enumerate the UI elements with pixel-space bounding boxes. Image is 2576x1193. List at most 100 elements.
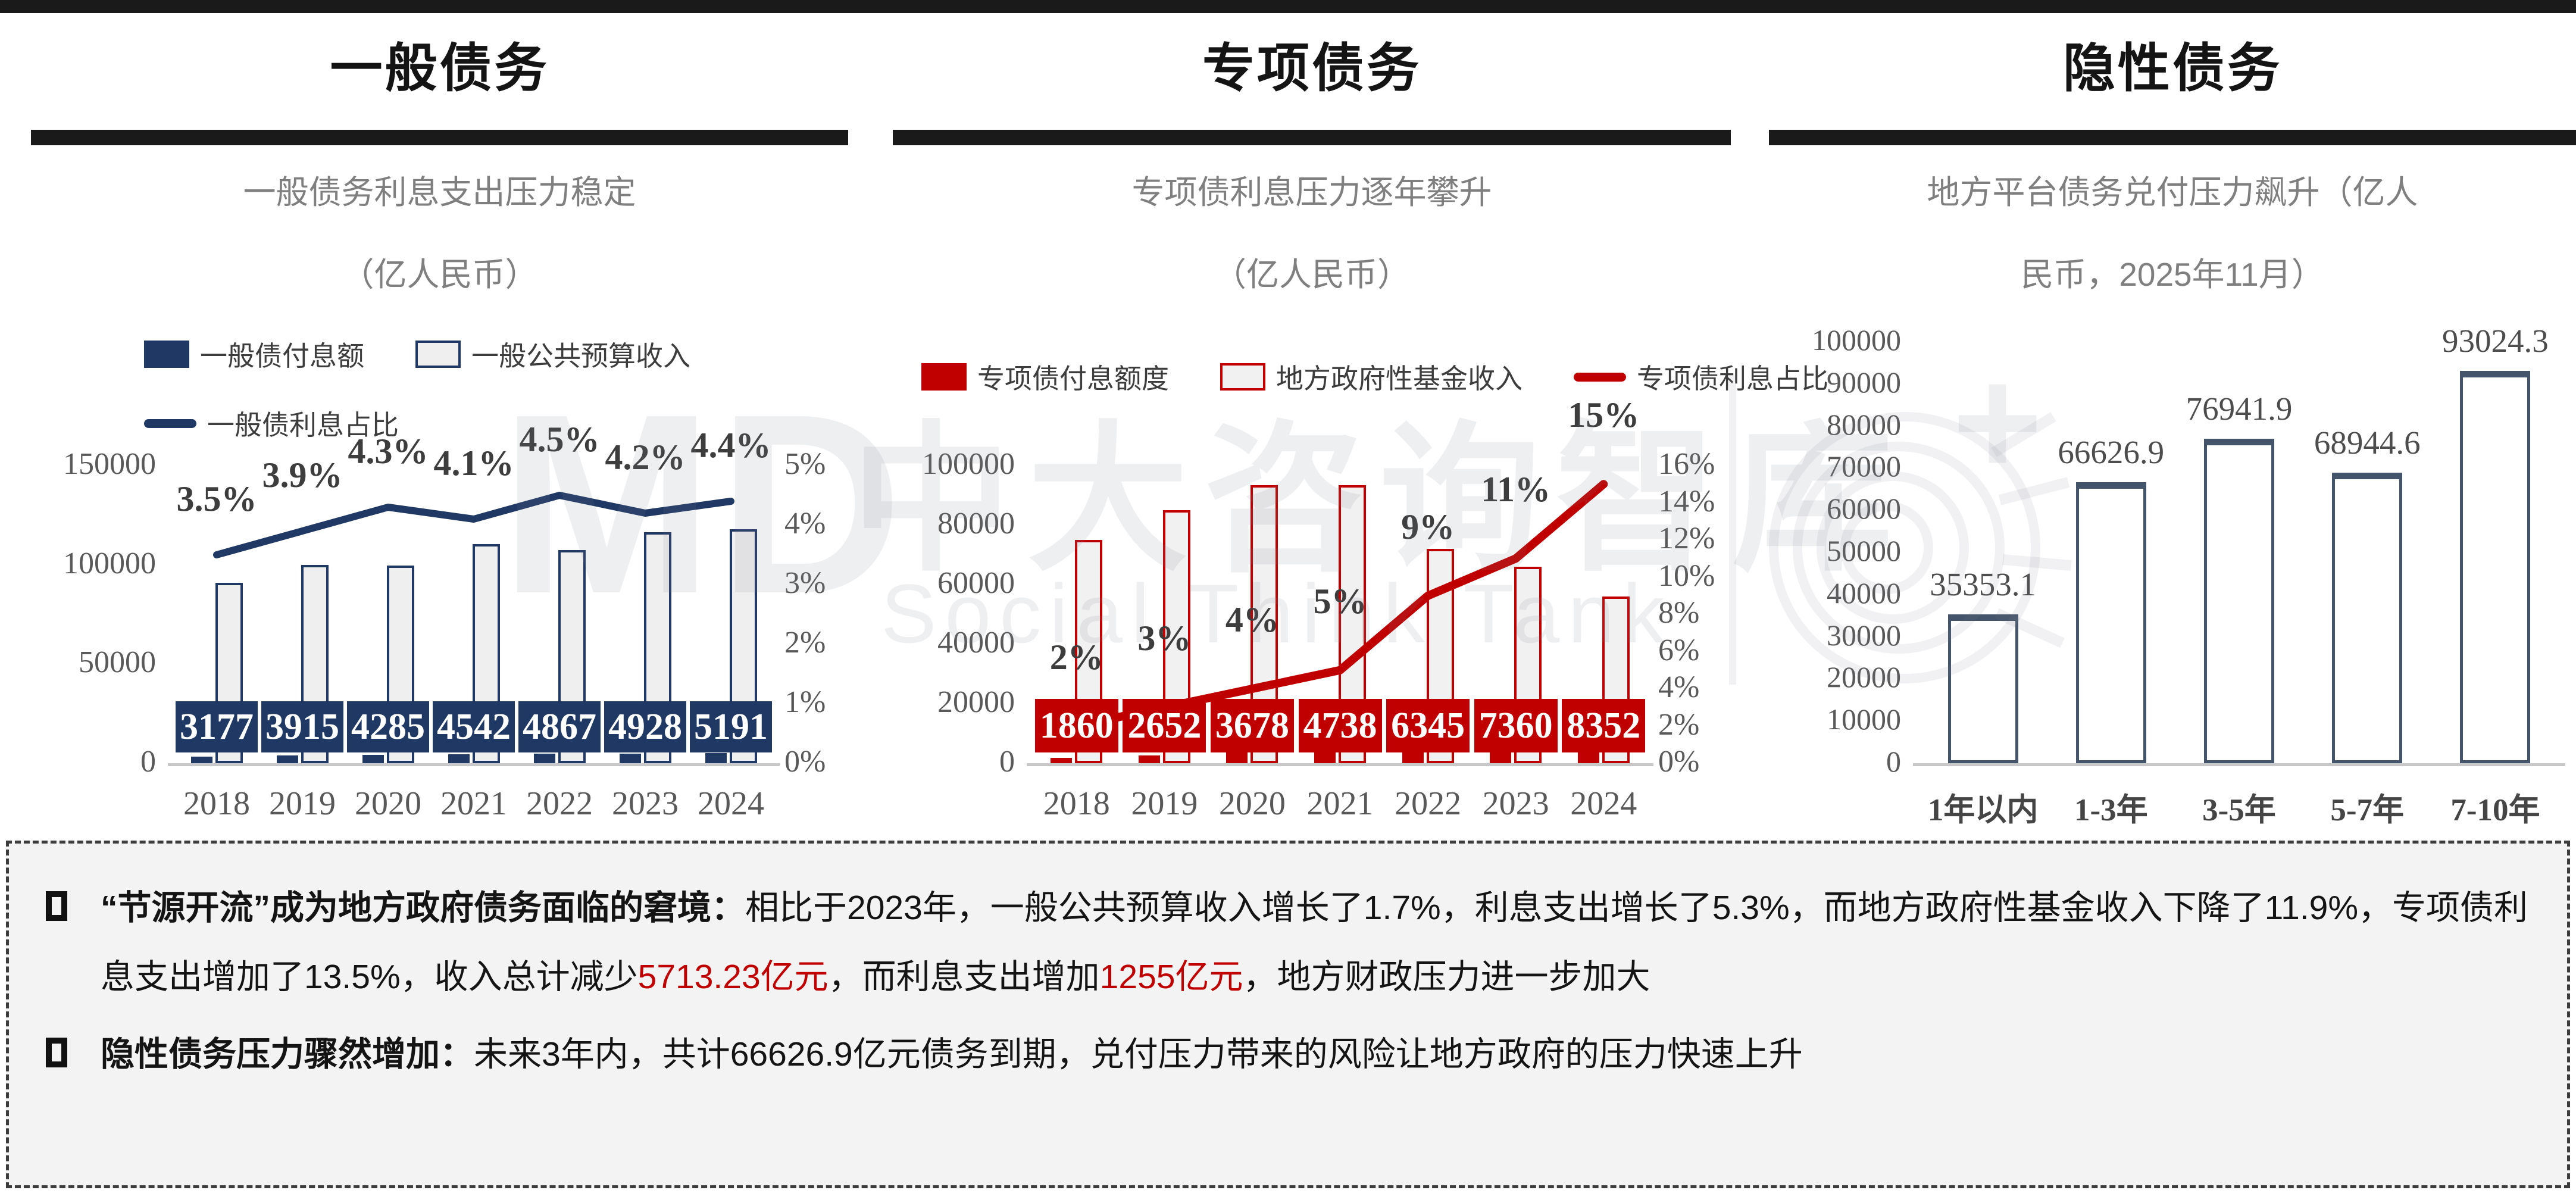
x-axis-category-label: 1年以内 — [1927, 793, 2039, 827]
note-text: 相比于2023年，一般公共预算收入增长了1.7%，利息支出增长了5.3%，而地方… — [101, 889, 2528, 996]
section-title-special-debt: 专项债务 — [1202, 39, 1421, 98]
chart-title-line1: 一般债务利息支出压力稳定 — [243, 174, 636, 211]
secondary-y-axis-tick-label: 6% — [1658, 633, 1700, 667]
secondary-y-axis-tick-label: 5% — [784, 447, 826, 481]
bar-value-label-box: 5191 — [690, 701, 772, 752]
x-axis-category-label: 3-5年 — [2202, 793, 2276, 827]
secondary-y-axis-tick-label: 0% — [1658, 745, 1700, 779]
secondary-y-axis-tick-label: 16% — [1658, 447, 1715, 481]
line-point-percent-label: 4.4% — [690, 426, 771, 465]
bar-value-text: 8352 — [1567, 705, 1641, 746]
secondary-y-axis-tick-label: 2% — [1658, 707, 1700, 742]
bar-value-text: 4738 — [1303, 705, 1377, 746]
chart-title-line2: 民币，2025年11月） — [2021, 256, 2324, 293]
chart-legend-row: 一般债利息占比 — [144, 404, 399, 443]
interest-ratio-line — [213, 492, 734, 558]
line-point-percent-label: 4.3% — [348, 432, 429, 471]
legend-item: 地方政府性基金收入 — [1220, 357, 1523, 396]
legend-item: 一般公共预算收入 — [415, 335, 690, 374]
bullet-square-icon — [46, 891, 67, 921]
secondary-y-axis-tick-label: 10% — [1658, 558, 1715, 593]
note-text: ，而利息支出增加 — [828, 958, 1100, 996]
note-highlight-red: 1255亿元 — [1099, 958, 1243, 996]
legend-swatch — [415, 341, 461, 368]
bar-value-text: 4285 — [351, 706, 425, 747]
x-axis-category-label: 2019 — [269, 785, 336, 822]
x-axis-category-label: 2022 — [526, 785, 593, 822]
y-axis-tick-label: 80000 — [1827, 407, 1901, 441]
x-axis-category-label: 2020 — [355, 785, 421, 822]
y-axis-tick-label: 60000 — [937, 566, 1015, 600]
secondary-y-axis-tick-label: 1% — [784, 685, 826, 719]
legend-item: 一般债付息额 — [144, 335, 364, 374]
outline-bar — [1947, 614, 2018, 763]
bar-value-text: 5191 — [694, 706, 768, 747]
legend-item: 专项债付息额度 — [921, 357, 1169, 396]
note-highlight-red: 5713.23亿元 — [637, 958, 829, 996]
interest-payment-bar — [619, 753, 641, 763]
legend-swatch — [144, 341, 189, 368]
y-axis-tick-label: 20000 — [1827, 660, 1901, 694]
interest-payment-bar — [1314, 749, 1336, 763]
bar-value-label-box: 6345 — [1386, 699, 1470, 752]
interest-payment-bar — [705, 752, 727, 763]
x-axis-category-label: 5-7年 — [2330, 793, 2405, 827]
interest-payment-bar — [362, 754, 384, 763]
line-point-percent-label: 3% — [1137, 619, 1192, 658]
bullet-square-icon — [46, 1038, 67, 1067]
top-black-bar — [0, 0, 2576, 13]
secondary-y-axis-tick-label: 4% — [784, 507, 826, 541]
interest-payment-bar — [1051, 757, 1073, 763]
secondary-y-axis-tick-label: 4% — [1658, 670, 1700, 704]
section-title-underline — [1769, 130, 2576, 145]
legend-label: 一般公共预算收入 — [471, 341, 690, 371]
x-axis-category-label: 2019 — [1131, 785, 1198, 822]
bar-value-label-box: 3678 — [1210, 699, 1294, 752]
y-axis-tick-label: 100000 — [63, 546, 156, 580]
secondary-y-axis-tick-label: 8% — [1658, 596, 1700, 630]
secondary-y-axis-tick-label: 0% — [784, 745, 826, 779]
y-axis-tick-label: 20000 — [937, 685, 1015, 719]
chart-title-line1: 地方平台债务兑付压力飙升（亿人 — [1927, 174, 2418, 211]
secondary-y-axis-tick-label: 14% — [1658, 484, 1715, 519]
bar-value-text: 3915 — [265, 706, 339, 747]
x-axis-line — [1913, 763, 2565, 766]
x-axis-line — [1027, 763, 1653, 766]
legend-label: 专项债付息额度 — [977, 363, 1169, 394]
line-point-percent-label: 2% — [1049, 637, 1103, 677]
section-title-underline — [893, 130, 1731, 145]
line-point-percent-label: 4.2% — [605, 438, 686, 477]
bar-value-label: 66626.9 — [2058, 434, 2165, 471]
secondary-y-axis-tick-label: 12% — [1658, 521, 1715, 555]
legend-label: 一般债利息占比 — [207, 410, 399, 441]
bar-value-label-box: 4542 — [433, 701, 515, 752]
note-lead-bold: “节源开流”成为地方政府债务面临的窘境： — [101, 889, 745, 927]
bar-value-label-box: 2652 — [1123, 699, 1206, 752]
bar-value-label: 93024.3 — [2442, 323, 2549, 360]
section-special-debt: 专项债务 专项债利息压力逐年攀升 （亿人民币） 专项债付息额度 地方政府性基金收入… — [893, 0, 1828, 841]
interest-payment-bar — [276, 755, 298, 763]
bar-value-label-box: 3915 — [261, 701, 343, 752]
chart-legend-row: 一般债付息额 一般公共预算收入 — [144, 335, 690, 374]
interest-payment-bar — [1226, 752, 1248, 763]
y-axis-tick-label: 0 — [999, 745, 1015, 779]
y-axis-tick-label: 100000 — [1812, 323, 1901, 357]
line-point-percent-label: 4% — [1225, 600, 1279, 639]
y-axis-tick-label: 0 — [140, 745, 156, 779]
chart-plot-area: 150000 100000 50000 0 5% 4% 3% 2% 1% 0% 3177 3915 42… — [31, 420, 848, 779]
secondary-y-axis-tick-label: 3% — [784, 566, 826, 600]
section-title-general-debt: 一般债务 — [330, 39, 549, 98]
y-axis-tick-label: 0 — [1886, 745, 1901, 778]
bar-value-text: 7360 — [1478, 705, 1553, 746]
y-axis-tick-label: 50000 — [1827, 534, 1901, 567]
x-axis-category-label: 2024 — [1570, 785, 1637, 822]
bar-value-label-box: 4738 — [1298, 699, 1382, 752]
outline-bar — [2075, 482, 2146, 763]
y-axis-tick-label: 40000 — [937, 626, 1015, 660]
y-axis-tick-label: 80000 — [937, 507, 1015, 541]
legend-label: 专项债利息占比 — [1637, 363, 1828, 394]
chart-plot-area: 100000 80000 60000 40000 20000 0 16% 14% 12% 10% 8… — [893, 395, 1731, 779]
y-axis-tick-label: 150000 — [63, 447, 156, 481]
line-point-percent-label: 9% — [1401, 507, 1455, 546]
interest-payment-bar — [448, 754, 470, 763]
